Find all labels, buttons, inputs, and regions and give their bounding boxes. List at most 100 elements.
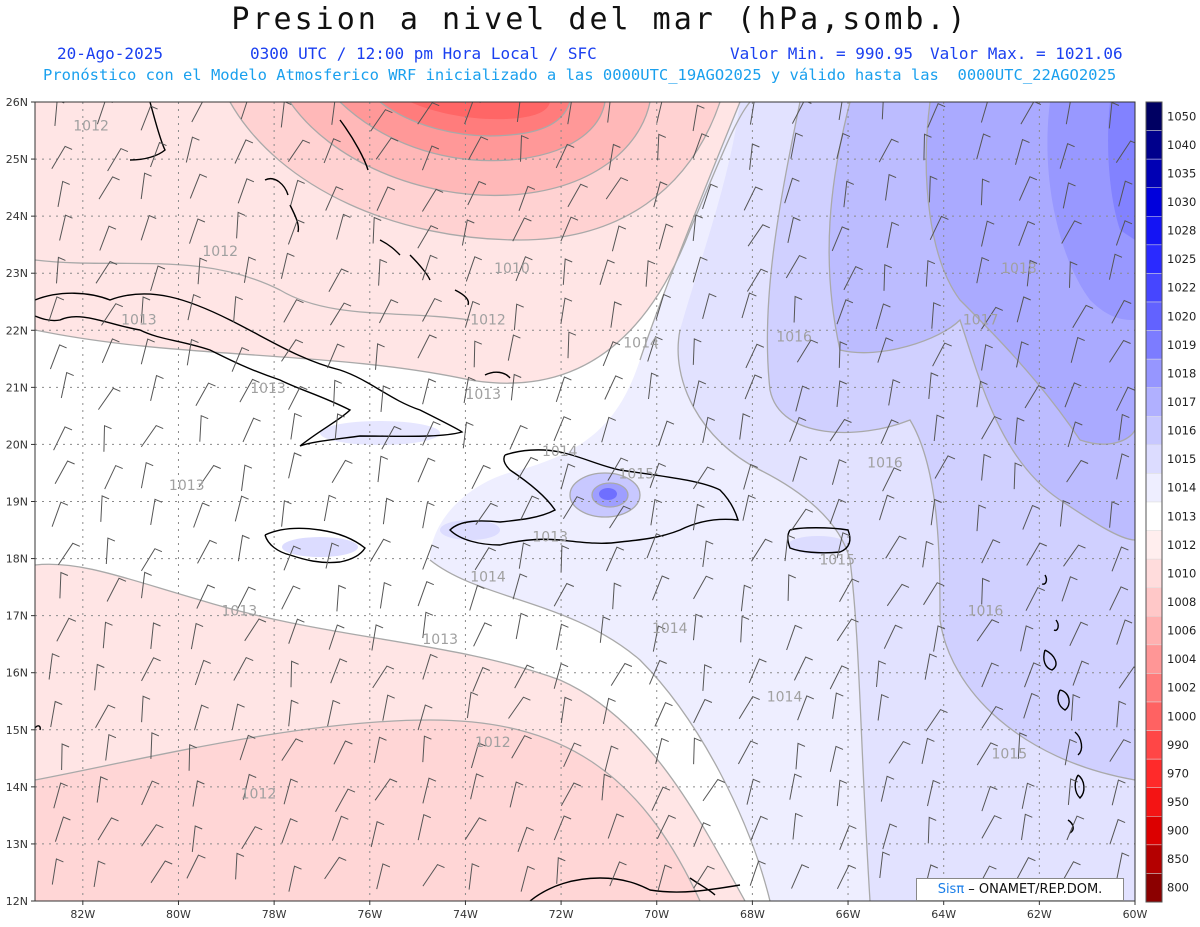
wind-barb — [1024, 662, 1041, 688]
wind-barb — [54, 102, 65, 126]
wind-barb — [602, 697, 616, 724]
wind-barb — [512, 573, 528, 600]
wind-barb — [601, 773, 612, 801]
wind-barb — [379, 581, 392, 609]
wind-barb — [141, 571, 152, 599]
isobar-label: 1010 — [494, 261, 530, 277]
wind-barb — [244, 618, 267, 642]
wind-barb — [378, 258, 388, 286]
wind-barb — [465, 256, 482, 282]
wind-barb — [649, 462, 666, 489]
wind-barb — [288, 865, 302, 892]
isobar-label: 1014 — [542, 444, 578, 460]
wind-barb — [556, 623, 569, 650]
wind-barb — [288, 618, 305, 644]
wind-barb — [281, 738, 304, 761]
wind-barb — [1072, 660, 1090, 686]
hispaniola-coastline — [449, 449, 739, 546]
wind-barb — [1118, 180, 1133, 207]
wind-barb — [555, 143, 575, 169]
wind-barb — [976, 619, 1000, 642]
wind-barb — [196, 584, 215, 609]
wind-barb — [96, 776, 108, 803]
wind-barb — [702, 293, 717, 320]
wind-barb — [281, 585, 301, 610]
wind-barb — [97, 387, 121, 410]
colorbar-label: 1014 — [1167, 481, 1196, 495]
puerto-rico-coastline — [787, 527, 851, 554]
isobar-label: 1016 — [776, 330, 812, 346]
wind-barb — [1070, 336, 1085, 363]
wind-barb — [422, 777, 437, 804]
wind-barb — [417, 334, 437, 359]
wind-barb — [520, 495, 540, 520]
wind-barb — [186, 338, 199, 366]
wind-barb — [375, 343, 385, 370]
wind-barb — [1060, 861, 1081, 885]
wind-barb — [980, 102, 988, 123]
colorbar-label: 1002 — [1167, 681, 1196, 695]
wind-barb — [981, 815, 1002, 839]
wind-barb — [281, 500, 292, 527]
wind-barb — [515, 256, 533, 282]
wind-barb — [141, 780, 160, 806]
wind-barb — [141, 657, 161, 682]
wind-barb — [288, 699, 299, 727]
forecast-time-info: 0300 UTC / 12:00 pm Hora Local / SFC — [250, 44, 597, 63]
wind-barb — [417, 704, 433, 731]
wind-barb — [656, 814, 676, 840]
wind-barb — [1069, 621, 1089, 647]
wind-barb — [336, 584, 346, 612]
wind-barb — [325, 542, 340, 569]
isobar-label: 1013 — [121, 313, 157, 329]
wind-barb — [836, 532, 851, 559]
wind-barb — [239, 378, 260, 403]
wind-barb — [1062, 182, 1076, 209]
wind-barb — [59, 571, 69, 599]
wind-barb — [692, 256, 708, 283]
wind-barb — [1116, 619, 1133, 645]
colorbar-label: 1006 — [1167, 624, 1196, 638]
wind-barb — [417, 102, 440, 125]
lat-label: 17N — [6, 610, 28, 623]
wind-barb — [599, 616, 611, 643]
wind-barb — [283, 778, 298, 805]
wind-barb — [513, 303, 524, 331]
lat-label: 23N — [6, 267, 28, 280]
wind-barb — [468, 863, 480, 890]
wind-barb — [242, 773, 257, 800]
isobar-label: 1013 — [250, 381, 286, 397]
max-value: Valor Max. = 1021.06 — [930, 44, 1123, 63]
isobar-label: 1013 — [532, 529, 568, 545]
lon-label: 68W — [740, 908, 765, 921]
wind-barb — [829, 498, 847, 524]
wind-barb — [607, 813, 624, 839]
wind-barb — [1020, 102, 1042, 125]
map-title: Presion a nivel del mar (hPa,somb.) — [231, 2, 969, 37]
wind-barb — [150, 860, 173, 884]
isobar-label: 1016 — [867, 455, 903, 471]
wind-barb — [836, 380, 847, 407]
wind-barb — [1109, 586, 1129, 611]
field-1002 — [410, 102, 550, 120]
coastlines — [35, 102, 1085, 901]
wind-barb — [53, 426, 73, 451]
wind-barb — [1064, 738, 1077, 766]
cuba-patch — [320, 421, 440, 445]
wind-barb — [749, 143, 760, 170]
wind-barb — [464, 102, 481, 125]
isobar-label: 1013 — [169, 478, 205, 494]
wind-barb — [836, 132, 851, 160]
lon-label: 70W — [644, 908, 669, 921]
wind-barb — [509, 425, 528, 450]
wind-barb — [922, 540, 934, 568]
colorbar-label: 950 — [1167, 795, 1189, 809]
wind-barb — [610, 301, 622, 328]
wind-barb — [189, 173, 208, 199]
wind-barb — [1063, 544, 1086, 567]
wind-barb — [140, 296, 151, 323]
wind-barb — [373, 736, 387, 763]
wind-barb — [287, 219, 305, 245]
wind-barb — [96, 102, 113, 125]
wind-barb — [553, 582, 574, 607]
